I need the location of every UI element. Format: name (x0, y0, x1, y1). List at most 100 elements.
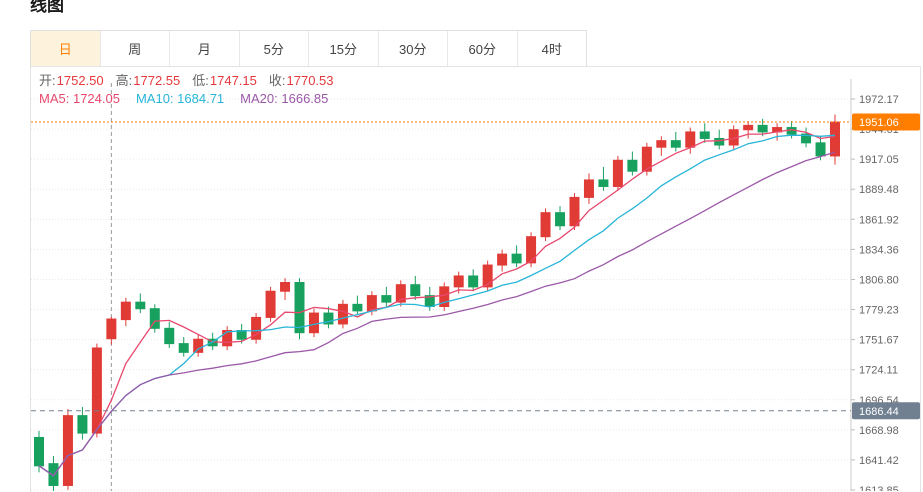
ma5-line (38, 129, 836, 477)
candle-body (308, 312, 319, 334)
tab-month[interactable]: 月 (170, 31, 240, 66)
ma5-label: MA5: (39, 91, 70, 106)
tab-week[interactable]: 周 (100, 31, 170, 66)
candle-body (280, 282, 291, 292)
tab-day[interactable]: 日 (31, 31, 101, 66)
ohlc-low-value: 1747.15 (209, 73, 257, 88)
ohlc-close: 收:1770.53 (269, 70, 334, 89)
ma10-value: 1684.71 (177, 91, 225, 106)
candles-layer (34, 114, 840, 491)
ohlc-open: 开:1752.50 (39, 70, 104, 89)
candle-body (120, 301, 131, 321)
candle-body (265, 290, 276, 318)
y-axis-label: 1668.98 (859, 425, 899, 437)
candle-body (323, 312, 334, 325)
candle-body (641, 146, 652, 172)
grid-layer: 1972.171944.611917.051889.481861.921834.… (31, 79, 899, 491)
candlestick-chart[interactable]: 1972.171944.611917.051889.481861.921834.… (30, 66, 921, 492)
y-axis-label: 1751.67 (859, 335, 899, 347)
candle-body (251, 316, 262, 340)
candle-body (352, 303, 363, 312)
candle-body (757, 124, 768, 133)
candle-body (337, 303, 348, 325)
page-title: 线图 (30, 0, 64, 15)
y-axis-label: 1641.42 (859, 455, 899, 467)
candle-body (135, 301, 146, 310)
candle-body (410, 284, 421, 297)
price-badge (852, 402, 920, 420)
candle-body (106, 318, 117, 340)
tab-15min[interactable]: 15分 (309, 31, 379, 66)
candle-body (583, 179, 594, 198)
ma10-legend: MA10: 1684.71 (136, 91, 224, 106)
y-axis-label: 1972.17 (859, 94, 899, 106)
candle-body (815, 142, 826, 157)
y-axis-label: 1779.23 (859, 305, 899, 317)
candle-body (222, 330, 233, 347)
candle-body (540, 212, 551, 238)
candle-body (91, 347, 102, 434)
ma-info: MA5: 1724.05 MA10: 1684.71 MA20: 1666.85 (39, 89, 346, 108)
price-badge-label: 1951.06 (859, 117, 899, 129)
ohlc-high: 高:1772.55 (116, 70, 181, 89)
candle-body (395, 284, 406, 303)
candle-body (555, 212, 566, 227)
y-axis-label: 1917.05 (859, 154, 899, 166)
ohlc-info: 开:1752.50 高:1772.55 低:1747.15 收:1770.53 (39, 70, 346, 89)
ohlc-low-label: 低: (192, 73, 209, 88)
candle-body (511, 253, 522, 264)
candle-body (453, 275, 464, 288)
candle-body (77, 415, 88, 434)
tab-60min[interactable]: 60分 (448, 31, 518, 66)
ma5-legend: MA5: 1724.05 (39, 91, 120, 106)
tab-4hour[interactable]: 4时 (517, 31, 586, 66)
chart-canvas[interactable]: 1972.171944.611917.051889.481861.921834.… (31, 67, 920, 491)
ma10-line (38, 134, 836, 477)
candle-body (685, 131, 696, 148)
candle-body (48, 463, 59, 486)
candle-body (62, 415, 73, 486)
y-axis-label: 1834.36 (859, 244, 899, 256)
candle-body (714, 137, 725, 146)
ma5-value: 1724.05 (72, 91, 120, 106)
ma20-label: MA20: (240, 91, 278, 106)
ohlc-low: 低:1747.15 (192, 70, 257, 89)
y-axis-label: 1861.92 (859, 214, 899, 226)
candle-body (569, 196, 580, 227)
candle-body (178, 343, 189, 353)
candle-body (468, 275, 479, 288)
ohlc-open-label: 开: (39, 73, 56, 88)
ohlc-high-value: 1772.55 (133, 73, 181, 88)
ma10-label: MA10: (135, 91, 174, 106)
candle-body (627, 159, 638, 172)
candle-body (193, 338, 204, 353)
candle-body (497, 253, 508, 266)
ma20-legend: MA20: 1666.85 (240, 91, 328, 106)
tab-5min[interactable]: 5分 (239, 31, 309, 66)
candle-body (598, 179, 609, 187)
ma20-line (38, 151, 836, 477)
candle-body (482, 264, 493, 288)
ma20-value: 1666.85 (281, 91, 329, 106)
candle-body (830, 121, 840, 157)
candle-body (699, 131, 710, 139)
timeframe-tabs: 日 周 月 5分 15分 30分 60分 4时 (30, 30, 587, 67)
chart-info: 开:1752.50 高:1772.55 低:1747.15 收:1770.53 … (39, 70, 346, 108)
y-axis-label: 1806.80 (859, 274, 899, 286)
y-axis-label: 1724.11 (859, 365, 898, 377)
candle-body (149, 308, 160, 329)
ohlc-high-label: 高: (115, 73, 133, 88)
candle-body (526, 236, 537, 264)
candle-body (656, 140, 667, 148)
candle-body (381, 295, 392, 303)
ohlc-close-value: 1770.53 (286, 73, 334, 88)
ohlc-close-label: 收: (268, 73, 286, 88)
candle-body (801, 133, 812, 144)
tab-30min[interactable]: 30分 (378, 31, 448, 66)
candle-body (439, 286, 450, 308)
ohlc-open-value: 1752.50 (56, 73, 104, 88)
y-axis-label: 1613.85 (859, 485, 899, 491)
candle-body (743, 124, 754, 131)
price-badge-label: 1686.44 (859, 406, 899, 418)
candle-body (164, 327, 175, 345)
